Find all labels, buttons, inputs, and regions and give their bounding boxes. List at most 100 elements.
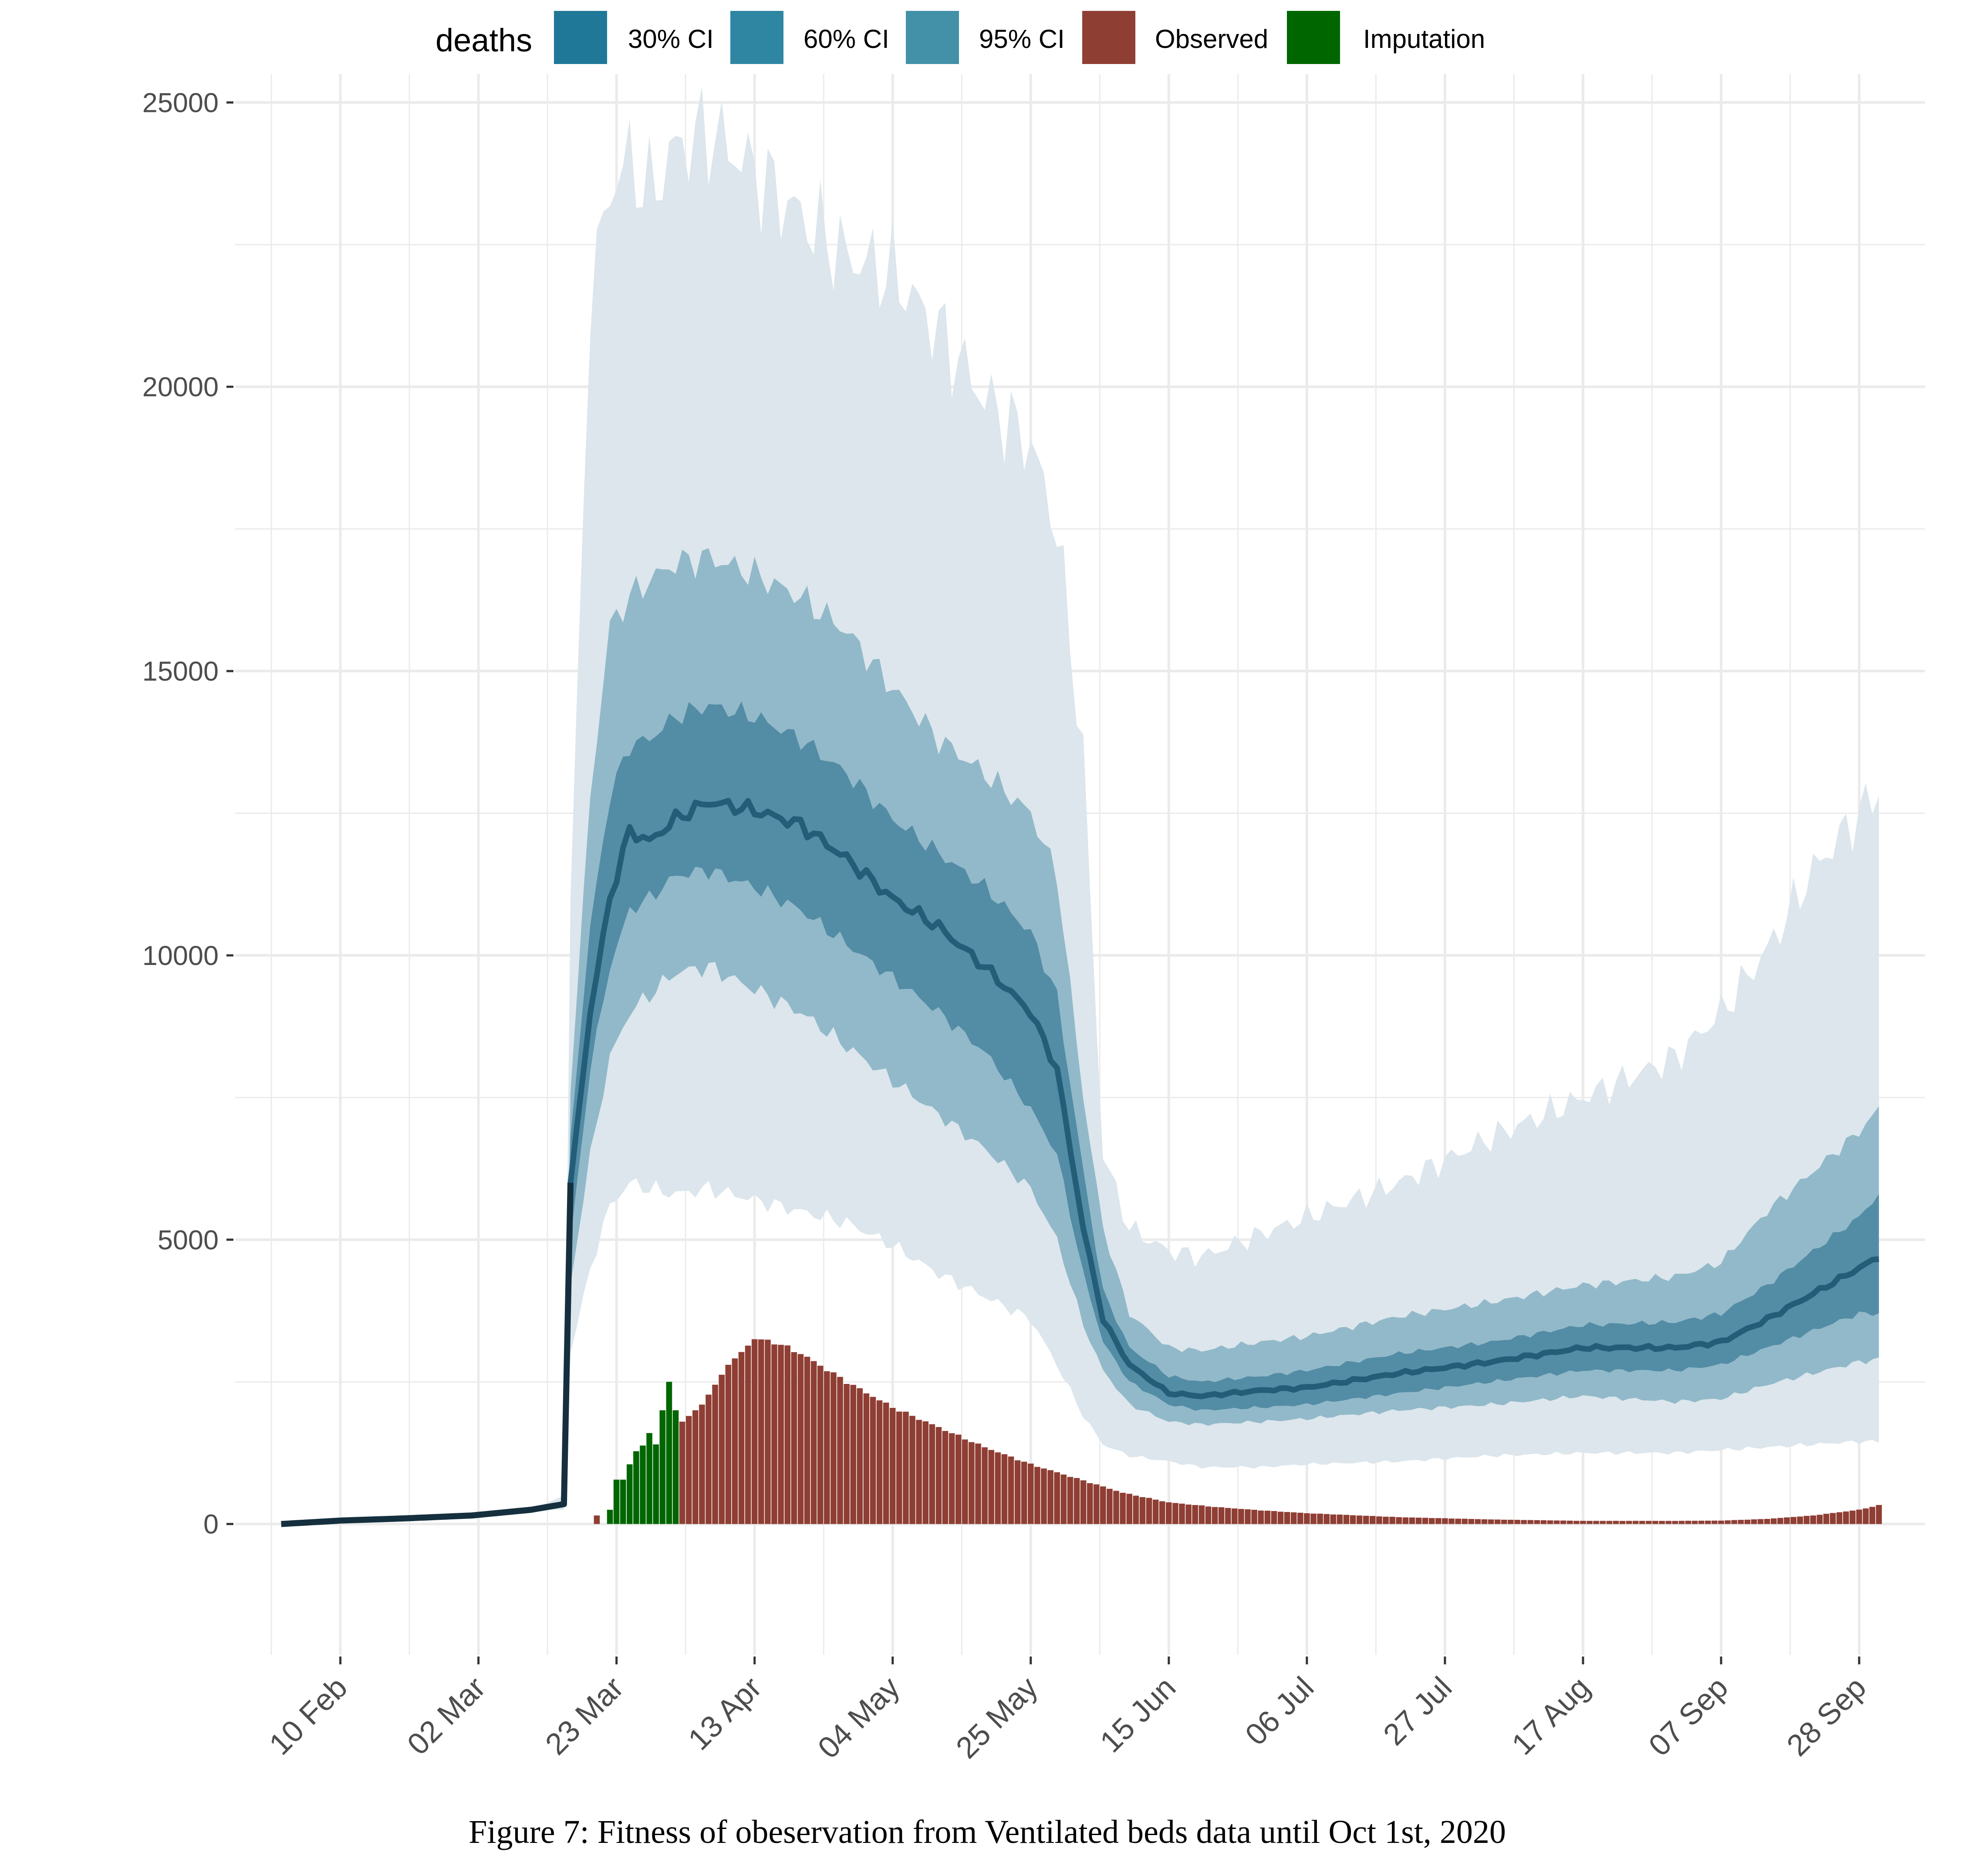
ci-band-95 xyxy=(281,86,1879,1524)
observed-bar xyxy=(1284,1512,1290,1524)
observed-bar xyxy=(1409,1517,1415,1524)
observed-bar xyxy=(1738,1520,1744,1524)
observed-bar xyxy=(1646,1521,1652,1524)
observed-bar xyxy=(1146,1498,1152,1524)
legend-key xyxy=(1082,11,1135,64)
observed-bar xyxy=(1619,1521,1626,1524)
observed-bar xyxy=(1573,1521,1580,1524)
observed-bar xyxy=(1067,1477,1074,1524)
observed-bar xyxy=(1606,1521,1613,1524)
observed-bar xyxy=(1587,1521,1593,1524)
observed-bar xyxy=(1843,1511,1849,1524)
observed-bar xyxy=(1218,1507,1225,1524)
observed-bar xyxy=(1856,1509,1862,1524)
observed-bar xyxy=(1685,1521,1691,1524)
observed-bar xyxy=(745,1346,751,1524)
observed-bar xyxy=(797,1354,804,1524)
observed-bar xyxy=(1626,1521,1632,1524)
observed-bar xyxy=(1343,1515,1350,1524)
observed-bar xyxy=(1080,1480,1087,1524)
legend-label: Observed xyxy=(1155,24,1268,54)
observed-bar xyxy=(949,1433,955,1524)
observed-bar xyxy=(929,1424,935,1524)
observed-bar xyxy=(1350,1515,1356,1524)
observed-bar xyxy=(1139,1497,1146,1524)
observed-bar xyxy=(1166,1502,1172,1524)
figure-caption: Figure 7: Fitness of obeservation from V… xyxy=(469,1814,1506,1850)
legend-key xyxy=(906,11,959,64)
median-line-group xyxy=(281,798,1879,1527)
observed-bar xyxy=(1317,1513,1323,1524)
observed-bar xyxy=(685,1416,692,1524)
observed-bar xyxy=(699,1404,705,1524)
observed-bar xyxy=(955,1434,962,1524)
observed-bar xyxy=(1613,1521,1619,1524)
observed-bar xyxy=(831,1372,837,1524)
observed-bar xyxy=(784,1345,790,1524)
observed-bar xyxy=(889,1408,896,1524)
observed-bar xyxy=(732,1358,738,1524)
observed-bar xyxy=(1356,1515,1363,1524)
observed-bar xyxy=(1508,1519,1514,1524)
observed-bar xyxy=(1567,1521,1573,1524)
observed-bar xyxy=(1659,1521,1665,1524)
observed-bar xyxy=(1475,1519,1481,1524)
imputation-bar xyxy=(620,1479,626,1524)
observed-bar xyxy=(1797,1516,1803,1524)
observed-bar xyxy=(1172,1503,1178,1524)
observed-bar xyxy=(1810,1515,1816,1524)
y-tick-label: 10000 xyxy=(142,941,219,971)
observed-bar xyxy=(1652,1521,1658,1524)
observed-bar xyxy=(1725,1520,1731,1524)
observed-bar xyxy=(1422,1518,1428,1524)
observed-bar xyxy=(1462,1518,1468,1524)
observed-bar xyxy=(1370,1516,1376,1524)
observed-bar xyxy=(1192,1505,1198,1524)
observed-bar xyxy=(1514,1520,1520,1524)
observed-bar xyxy=(988,1450,994,1524)
observed-bar xyxy=(751,1339,758,1524)
observed-bar xyxy=(1330,1514,1337,1524)
observed-bar xyxy=(1876,1505,1882,1524)
observed-bar xyxy=(969,1442,975,1524)
observed-bar xyxy=(1028,1463,1034,1524)
observed-bar xyxy=(995,1452,1001,1524)
imputation-bar xyxy=(607,1510,613,1524)
observed-bar xyxy=(1698,1521,1705,1524)
observed-bar xyxy=(1850,1510,1856,1524)
observed-bar xyxy=(1205,1506,1212,1524)
observed-bar xyxy=(1014,1460,1021,1524)
legend-key xyxy=(730,11,783,64)
observed-bar xyxy=(982,1447,988,1524)
observed-bar xyxy=(1777,1518,1783,1524)
observed-bar xyxy=(1672,1521,1678,1524)
observed-bar xyxy=(837,1377,843,1524)
observed-bar xyxy=(1376,1516,1382,1524)
imputation-bar xyxy=(672,1410,679,1524)
observed-bar xyxy=(922,1421,928,1524)
observed-bar xyxy=(876,1400,883,1524)
observed-bar xyxy=(1290,1512,1297,1524)
observed-bar xyxy=(1047,1470,1053,1524)
observed-bar xyxy=(1816,1515,1823,1524)
imputation-bar xyxy=(613,1479,620,1524)
observed-bar xyxy=(1547,1520,1553,1524)
observed-bar xyxy=(1494,1519,1501,1524)
legend-label: Imputation xyxy=(1363,24,1485,54)
bars xyxy=(594,1339,1882,1524)
observed-bar xyxy=(1297,1512,1303,1524)
observed-bar xyxy=(1415,1518,1422,1524)
observed-bar xyxy=(1869,1507,1875,1524)
observed-bar xyxy=(1823,1514,1830,1524)
observed-bar xyxy=(1757,1519,1764,1524)
observed-bar xyxy=(1041,1468,1047,1524)
observed-bar xyxy=(962,1439,968,1524)
observed-bar xyxy=(1001,1454,1008,1524)
observed-bar xyxy=(1521,1520,1527,1524)
observed-bar xyxy=(1113,1491,1119,1524)
observed-bar xyxy=(1428,1518,1435,1524)
observed-bar xyxy=(1580,1521,1586,1524)
observed-bar xyxy=(1258,1510,1264,1524)
observed-bar xyxy=(1764,1519,1770,1524)
observed-bar xyxy=(1363,1515,1369,1524)
